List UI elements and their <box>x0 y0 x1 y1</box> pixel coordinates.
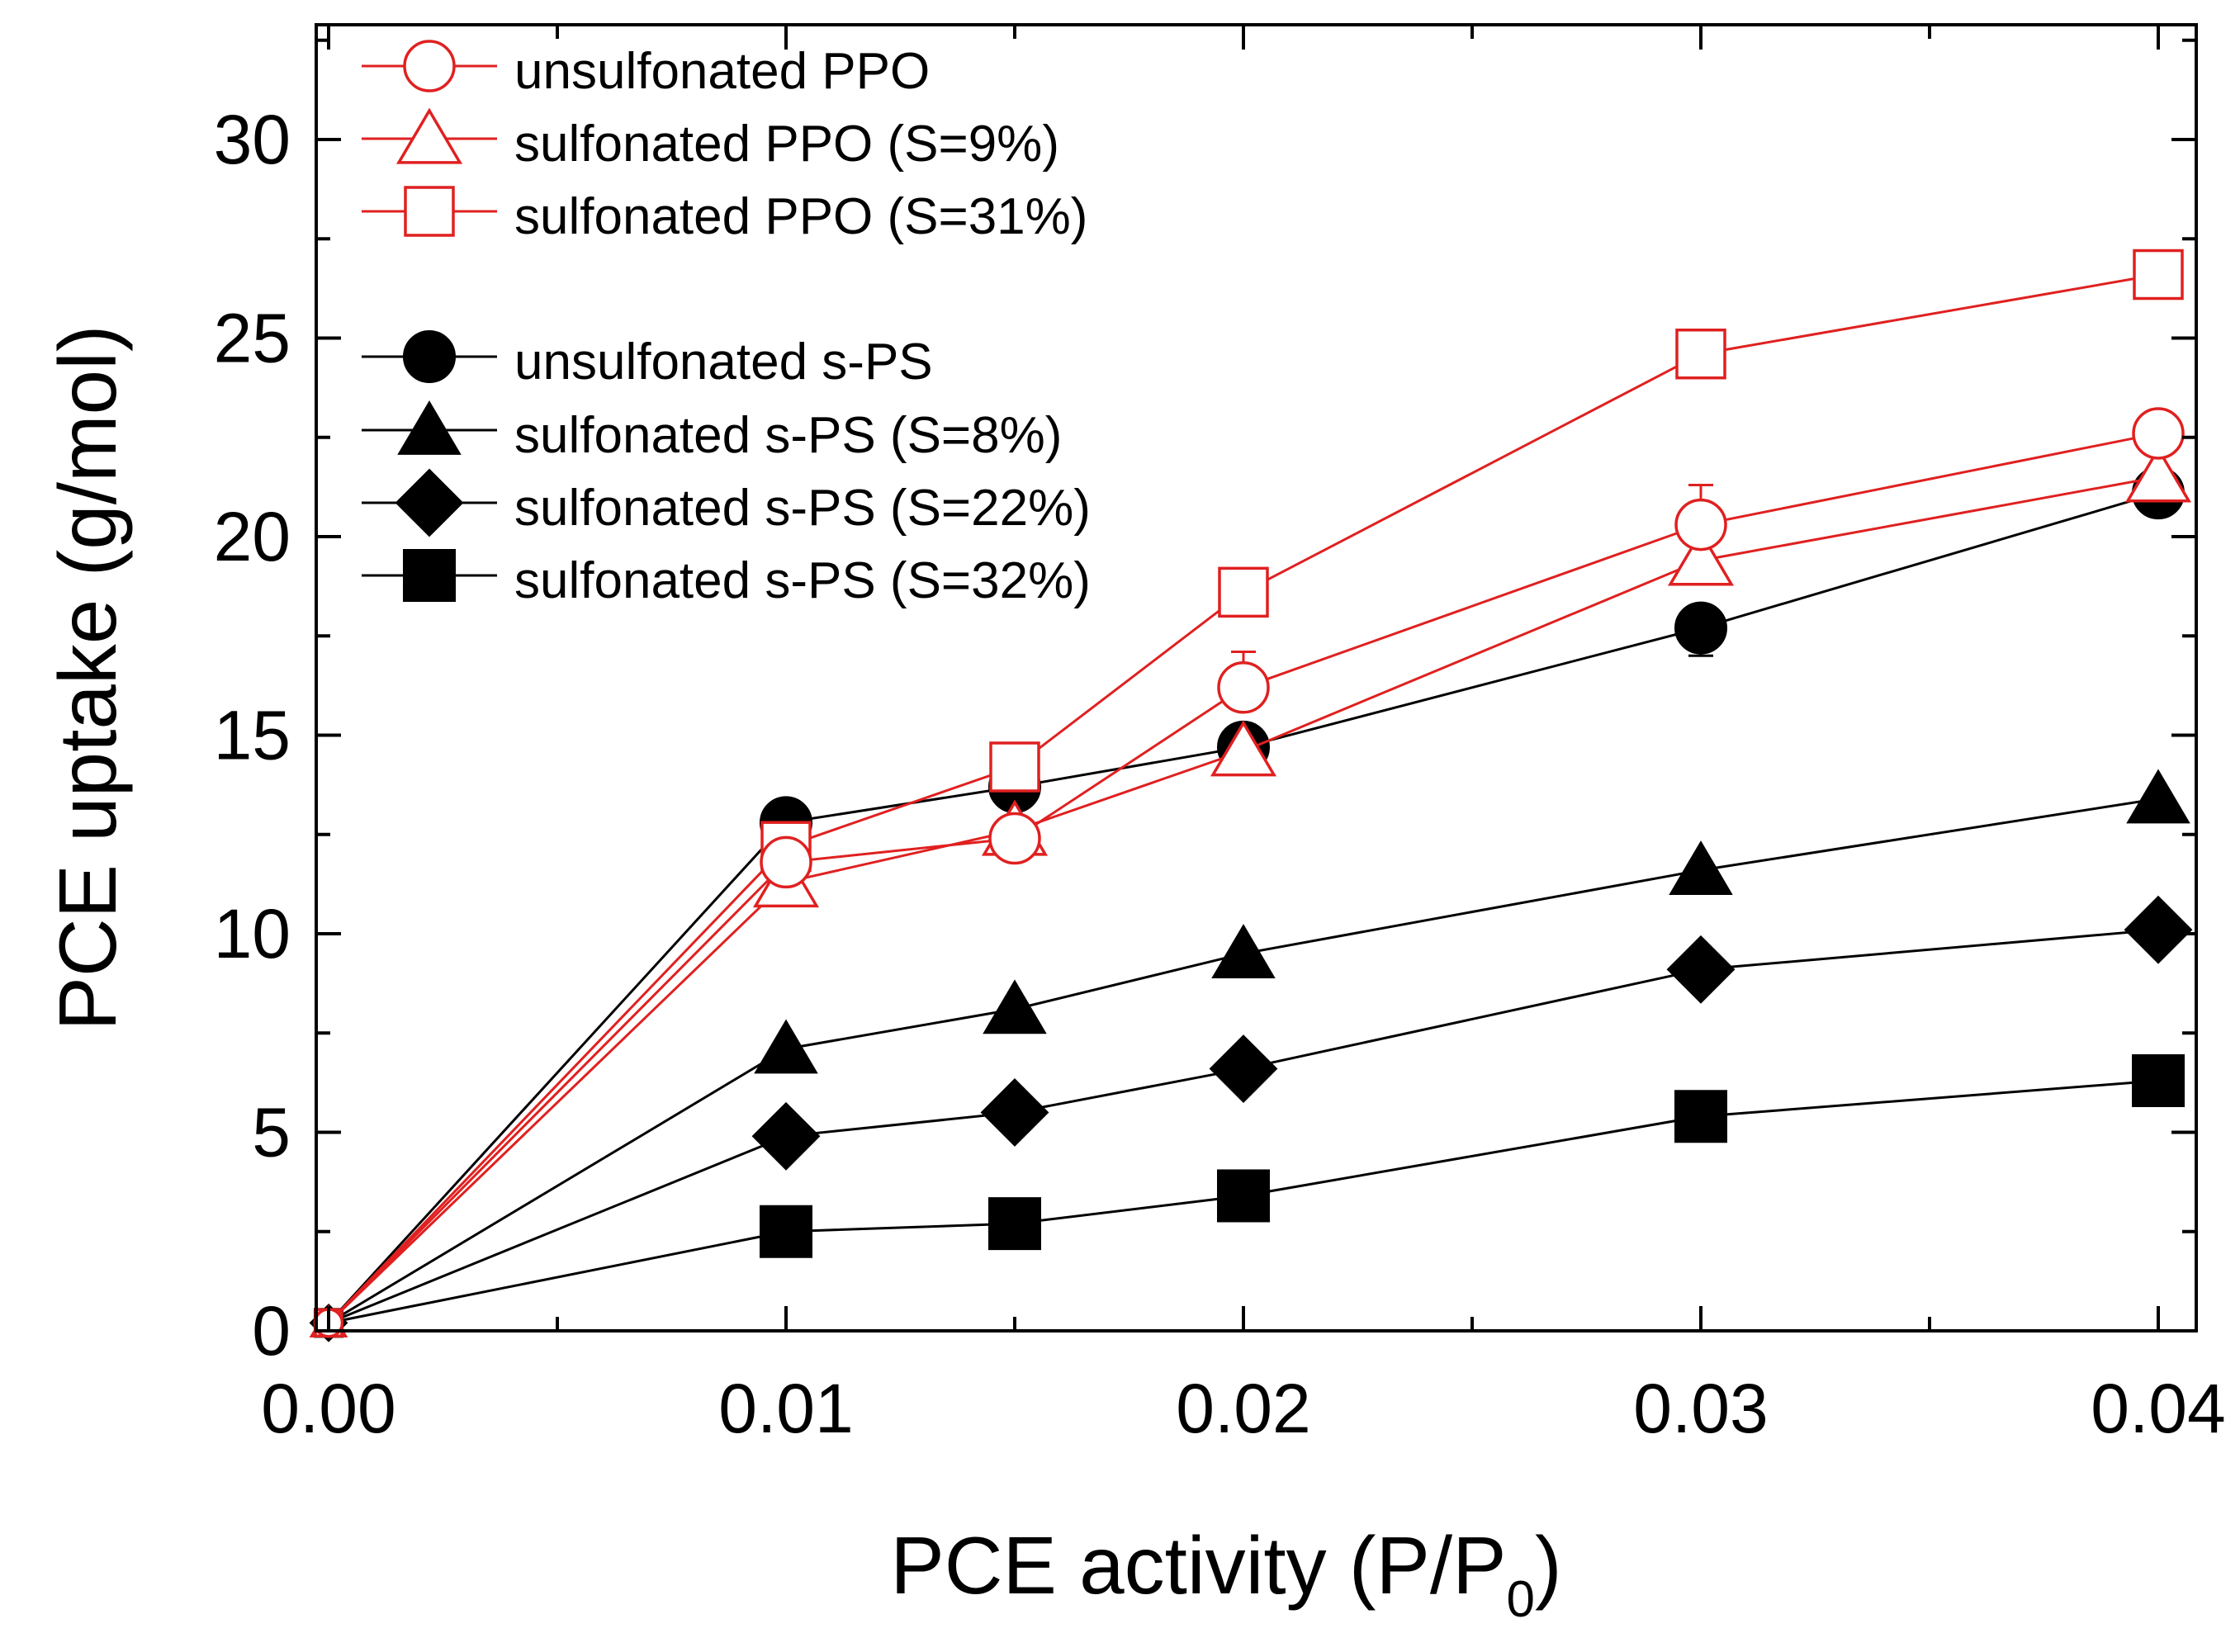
data-point <box>1217 661 1270 714</box>
legend-item: unsulfonated s-PS <box>362 330 933 391</box>
legend-marker <box>403 549 456 602</box>
x-tick-label: 0.03 <box>1633 1370 1769 1447</box>
data-point <box>1669 840 1733 895</box>
series-line <box>328 1079 2159 1324</box>
data-point <box>1211 924 1276 978</box>
data-point <box>760 835 812 889</box>
y-tick-label: 30 <box>214 101 291 178</box>
data-point <box>754 1019 818 1074</box>
data-point <box>2124 895 2193 964</box>
data-point <box>980 1078 1049 1147</box>
legend-item: sulfonated s-PS (S=32%) <box>362 549 1091 609</box>
y-tick-label: 15 <box>214 697 291 774</box>
x-tick-label: 0.00 <box>261 1370 396 1447</box>
data-point <box>2133 249 2184 301</box>
data-point <box>751 1101 821 1171</box>
data-point <box>1209 1034 1278 1103</box>
y-tick-label: 25 <box>214 300 291 377</box>
legend-item: unsulfonated PPO <box>362 40 930 100</box>
x-axis-label: PCE activity (P/P0) <box>890 1520 1561 1628</box>
legend: unsulfonated PPO sulfonated PPO (S=9%) sul… <box>362 40 1091 609</box>
x-axis-label-close: ) <box>1535 1520 1562 1611</box>
data-point <box>988 812 1041 865</box>
data-point <box>989 741 1040 793</box>
legend-label: sulfonated s-PS (S=32%) <box>514 552 1091 609</box>
y-tick-label: 0 <box>252 1292 291 1370</box>
series-line <box>327 432 2159 1324</box>
data-point <box>2132 407 2185 460</box>
series-line <box>328 928 2159 1324</box>
legend-marker <box>397 400 462 455</box>
series-4 <box>310 769 2190 1337</box>
legend-marker <box>404 186 455 237</box>
x-tick-label: 0.02 <box>1176 1370 1311 1447</box>
data-point <box>1674 498 1727 551</box>
data-point <box>1674 1090 1727 1143</box>
data-point <box>1218 566 1269 618</box>
data-point <box>1217 1169 1270 1223</box>
legend-label: unsulfonated PPO <box>514 43 930 100</box>
y-tick-label: 20 <box>214 498 291 575</box>
data-point <box>983 979 1047 1034</box>
x-axis-label-subscript: 0 <box>1506 1571 1534 1628</box>
legend-label: sulfonated s-PS (S=22%) <box>514 480 1091 537</box>
data-point <box>1675 328 1726 380</box>
legend-item: sulfonated PPO (S=9%) <box>362 107 1059 173</box>
series-2 <box>314 249 2184 1338</box>
legend-label: sulfonated s-PS (S=8%) <box>514 407 1062 464</box>
x-axis-ticks: 0.00 0.01 0.02 0.03 0.04 <box>261 25 2226 1447</box>
data-point <box>1674 601 1727 655</box>
data-point <box>2126 769 2190 824</box>
data-point <box>1666 935 1736 1004</box>
data-point <box>760 1205 812 1258</box>
y-axis-ticks: 0 5 10 15 20 25 30 <box>214 38 2196 1370</box>
series-line <box>328 797 2159 1324</box>
legend-item: sulfonated s-PS (S=8%) <box>362 400 1062 464</box>
y-axis-label: PCE uptake (g/mol) <box>42 324 133 1030</box>
legend-label: sulfonated PPO (S=31%) <box>514 188 1087 245</box>
legend-marker <box>403 330 456 383</box>
data-point <box>2124 446 2192 503</box>
series-line <box>327 491 2159 1324</box>
legend-item: sulfonated s-PS (S=22%) <box>362 468 1091 537</box>
legend-label: sulfonated PPO (S=9%) <box>514 116 1059 173</box>
data-point <box>1210 720 1277 777</box>
data-point <box>988 1197 1041 1251</box>
series-6 <box>313 1053 2185 1338</box>
y-tick-label: 10 <box>214 895 291 973</box>
data-point <box>1667 529 1735 586</box>
legend-item: sulfonated PPO (S=31%) <box>362 186 1087 245</box>
legend-marker <box>395 107 463 164</box>
legend-marker <box>395 468 464 537</box>
legend-label: unsulfonated s-PS <box>514 334 933 391</box>
x-axis-label-main: PCE activity (P/P <box>890 1520 1506 1611</box>
x-tick-label: 0.04 <box>2091 1370 2226 1447</box>
legend-marker <box>403 40 456 92</box>
x-tick-label: 0.01 <box>718 1370 854 1447</box>
y-tick-label: 5 <box>252 1094 291 1172</box>
series-line <box>327 476 2159 1324</box>
series-line <box>327 273 2159 1324</box>
data-point <box>2132 1053 2185 1107</box>
plot-frame <box>315 23 2198 1332</box>
